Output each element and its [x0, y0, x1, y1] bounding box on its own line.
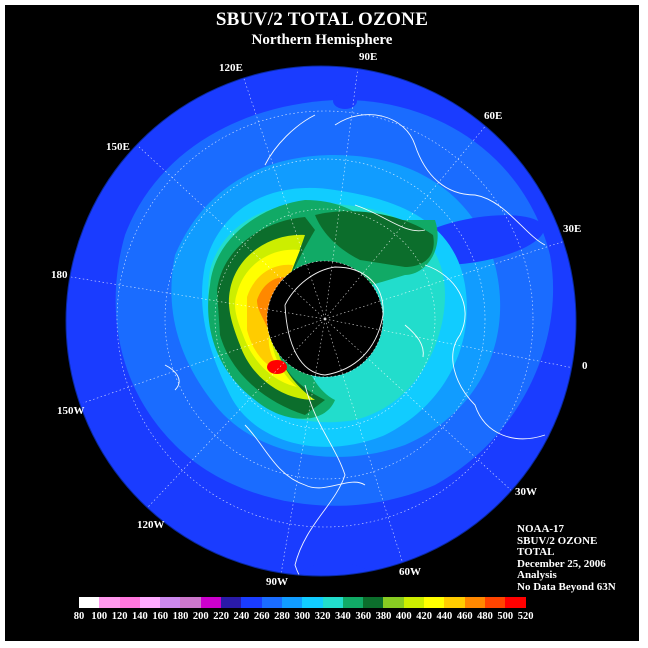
color-scale-label: 240	[233, 611, 250, 622]
color-scale-swatch	[119, 597, 140, 608]
color-scale-label: 220	[213, 611, 229, 622]
color-scale-label: 520	[517, 611, 534, 622]
color-scale-label: 180	[172, 611, 189, 622]
color-scale-label: 420	[416, 611, 432, 622]
color-scale-label: 440	[436, 611, 453, 622]
color-scale-swatch	[505, 597, 526, 608]
color-scale-label: 140	[132, 611, 148, 622]
info-instrument: SBUV/2 OZONE	[517, 534, 598, 547]
color-scale-label: 160	[152, 611, 169, 622]
color-scale-swatch	[261, 597, 282, 608]
color-scale-label: 80	[73, 611, 85, 622]
color-scale-label: 400	[395, 611, 412, 622]
lon-label-120e: 120E	[219, 62, 243, 74]
color-scale-swatch	[383, 597, 404, 608]
color-scale-label: 340	[335, 611, 351, 622]
color-scale-swatch	[403, 597, 425, 608]
color-scale-swatch	[484, 597, 506, 608]
color-scale-swatch	[281, 597, 303, 608]
color-scale-swatch	[322, 597, 343, 608]
color-scale-swatch	[139, 597, 161, 608]
color-scale-swatch	[79, 597, 100, 608]
color-scale-label: 280	[274, 611, 290, 622]
color-scale-label: 380	[375, 611, 392, 622]
color-scale-label: 460	[456, 611, 473, 622]
ozone-field	[70, 66, 576, 576]
map-title: SBUV/2 TOTAL OZONE	[215, 9, 429, 30]
info-product: TOTAL	[517, 546, 555, 558]
color-scale-swatch	[221, 597, 242, 608]
color-scale-swatch	[180, 597, 201, 608]
lon-label-90e: 90E	[359, 51, 378, 63]
map-subtitle: Northern Hemisphere	[251, 32, 393, 48]
color-scale-swatch	[444, 597, 465, 608]
lon-label-180: 180	[51, 269, 68, 281]
info-note: No Data Beyond 63N	[517, 580, 616, 593]
lon-label-0: 0	[582, 360, 588, 372]
lon-label-60w: 60W	[399, 566, 421, 578]
color-scale-swatch	[424, 597, 445, 608]
color-scale-label: 260	[253, 611, 270, 622]
lon-label-30w: 30W	[515, 486, 537, 498]
color-scale-swatch	[342, 597, 364, 608]
info-type: Analysis	[517, 569, 557, 581]
ozone-polar-map	[65, 65, 577, 577]
color-scale-label: 120	[111, 611, 128, 622]
color-scale-swatch	[241, 597, 262, 608]
lon-label-60e: 60E	[484, 110, 503, 122]
color-scale-swatch	[160, 597, 181, 608]
lon-label-30e: 30E	[563, 223, 582, 235]
color-scale-label: 300	[294, 611, 311, 622]
color-scale-swatch	[200, 597, 222, 608]
color-scale-swatch	[302, 597, 323, 608]
lon-label-90w: 90W	[266, 576, 288, 588]
color-scale-swatch	[363, 597, 384, 608]
color-scale-label: 500	[497, 611, 514, 622]
color-scale-swatch	[99, 597, 120, 608]
color-scale-swatch	[464, 597, 485, 608]
map-frame: SBUV/2 TOTAL OZONE Northern Hemisphere	[5, 5, 639, 641]
color-scale-label: 200	[192, 611, 209, 622]
color-scale-label: 320	[314, 611, 331, 622]
color-scale	[79, 597, 526, 608]
lon-label-150w: 150W	[57, 405, 85, 417]
lon-label-150e: 150E	[106, 141, 130, 153]
info-block: NOAA-17 SBUV/2 OZONE TOTAL December 25, …	[517, 523, 616, 593]
color-scale-label: 360	[355, 611, 372, 622]
info-date: December 25, 2006	[517, 557, 606, 570]
color-scale-label: 480	[477, 611, 493, 622]
color-scale-label: 100	[91, 611, 108, 622]
lon-label-120w: 120W	[137, 519, 165, 531]
info-satellite: NOAA-17	[517, 523, 565, 535]
